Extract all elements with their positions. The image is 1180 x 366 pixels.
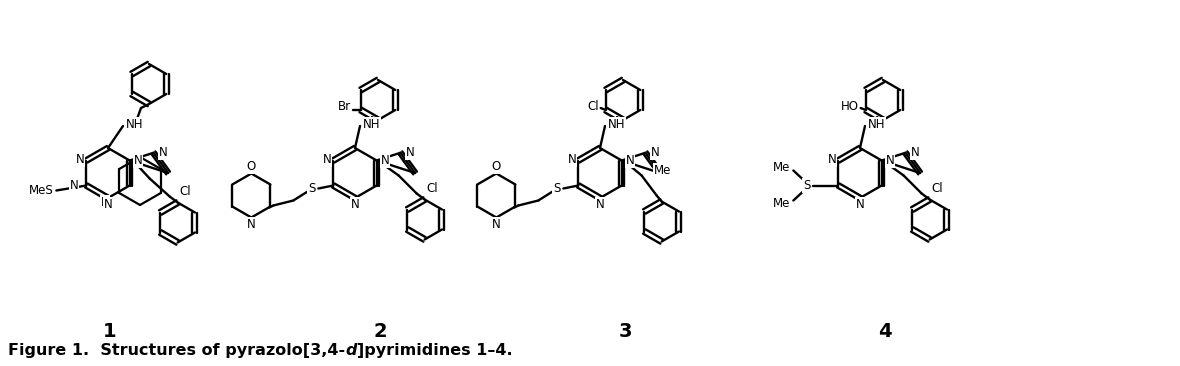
Text: ]pyrimidines 1–4.: ]pyrimidines 1–4. [356, 343, 512, 358]
Text: S: S [553, 182, 560, 195]
Text: N: N [133, 154, 143, 167]
Text: N: N [104, 198, 112, 210]
Text: N: N [650, 146, 660, 159]
Text: N: N [350, 198, 360, 210]
Text: N: N [596, 198, 604, 210]
Text: Br: Br [337, 101, 350, 113]
Text: d: d [345, 343, 356, 358]
Text: N: N [100, 195, 110, 209]
Text: Figure 1.  Structures of pyrazolo[3,4-: Figure 1. Structures of pyrazolo[3,4- [8, 343, 345, 358]
Text: N: N [158, 146, 168, 159]
Text: N: N [322, 153, 332, 166]
Text: N: N [247, 218, 256, 231]
Text: Cl: Cl [588, 100, 598, 112]
Text: N: N [827, 153, 837, 166]
Text: NH: NH [608, 117, 625, 131]
Text: MeS: MeS [28, 184, 53, 197]
Text: Cl: Cl [427, 182, 438, 195]
Text: N: N [568, 153, 576, 166]
Text: N: N [492, 218, 500, 231]
Text: NH: NH [363, 117, 380, 131]
Text: N: N [70, 179, 78, 192]
Text: N: N [856, 198, 865, 210]
Text: Me: Me [773, 161, 791, 174]
Text: 3: 3 [618, 322, 631, 341]
Text: 4: 4 [878, 322, 892, 341]
Text: Me: Me [773, 197, 791, 210]
Text: N: N [625, 154, 635, 167]
Text: 1: 1 [103, 322, 117, 341]
Text: HO: HO [840, 100, 859, 112]
Text: NH: NH [126, 117, 144, 131]
Text: Cl: Cl [932, 182, 943, 195]
Text: N: N [911, 146, 919, 159]
Text: N: N [406, 146, 414, 159]
Text: Cl: Cl [179, 185, 191, 198]
Text: 2: 2 [373, 322, 387, 341]
Text: Me: Me [654, 164, 671, 177]
Text: O: O [247, 160, 256, 173]
Text: N: N [886, 154, 894, 167]
Text: N: N [381, 154, 389, 167]
Text: NH: NH [868, 117, 885, 131]
Text: O: O [492, 160, 502, 173]
Text: N: N [73, 154, 83, 167]
Text: S: S [802, 179, 811, 192]
Text: N: N [76, 153, 84, 166]
Text: S: S [308, 182, 315, 195]
